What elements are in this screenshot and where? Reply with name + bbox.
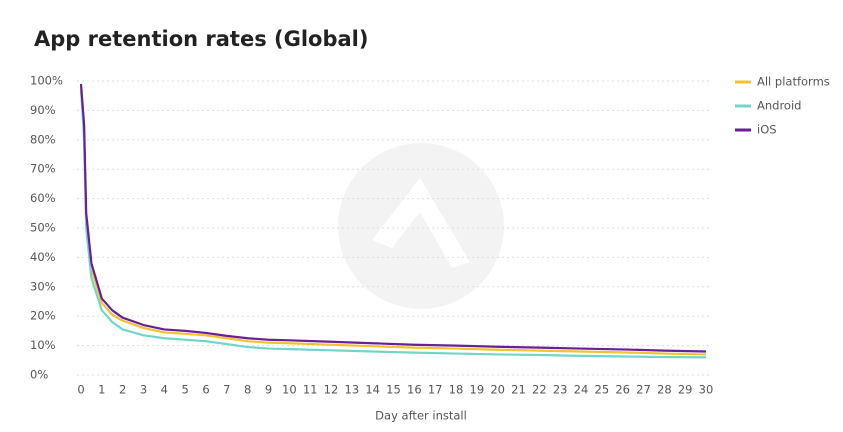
x-tick-label: 17 (428, 383, 443, 397)
x-tick-label: 11 (303, 383, 318, 397)
line (79, 89, 707, 359)
y-tick-label: 40% (30, 250, 56, 264)
x-tick-label: 15 (386, 383, 401, 397)
x-tick-label: 2 (119, 383, 126, 397)
x-tick-label: 5 (182, 383, 189, 397)
x-tick-label: 14 (365, 383, 380, 397)
x-tick-label: 6 (202, 383, 209, 397)
x-tick-label: 0 (77, 383, 84, 397)
y-tick-label: 0% (30, 368, 48, 382)
x-tick-label: 21 (511, 383, 526, 397)
x-tick-label: 30 (699, 383, 714, 397)
watermark (338, 143, 504, 309)
x-tick-label: 23 (553, 383, 568, 397)
y-tick-label: 70% (30, 162, 56, 176)
x-tick-label: 19 (470, 383, 485, 397)
x-tick-label: 1 (98, 383, 105, 397)
y-tick-label: 20% (30, 309, 56, 323)
line (79, 86, 707, 356)
chart-title: App retention rates (Global) (34, 27, 368, 51)
x-tick-label: 16 (407, 383, 422, 397)
legend-label: Android (757, 99, 801, 113)
x-tick-label: 10 (282, 383, 297, 397)
y-tick-label: 30% (30, 279, 56, 293)
y-tick-label: 100% (30, 74, 63, 88)
x-tick-label: 7 (223, 383, 230, 397)
x-tick-label: 3 (140, 383, 147, 397)
y-tick-label: 80% (30, 132, 56, 146)
x-tick-label: 20 (490, 383, 505, 397)
x-tick-label: 12 (324, 383, 339, 397)
y-tick-label: 60% (30, 191, 56, 205)
x-tick-label: 24 (574, 383, 589, 397)
x-tick-label: 26 (615, 383, 630, 397)
x-tick-label: 28 (657, 383, 672, 397)
legend-label: iOS (757, 123, 777, 137)
x-tick-label: 25 (595, 383, 610, 397)
x-tick-label: 18 (449, 383, 464, 397)
x-tick-label: 8 (244, 383, 251, 397)
x-tick-label: 22 (532, 383, 547, 397)
y-tick-label: 50% (30, 221, 56, 235)
x-tick-label: 13 (345, 383, 360, 397)
x-axis-label: Day after install (375, 409, 467, 423)
legend-label: All platforms (757, 75, 830, 89)
x-tick-label: 27 (636, 383, 651, 397)
line (79, 83, 707, 353)
x-tick-label: 29 (678, 383, 693, 397)
x-tick-label: 4 (161, 383, 168, 397)
y-tick-label: 10% (30, 338, 56, 352)
x-tick-label: 9 (265, 383, 272, 397)
y-tick-label: 90% (30, 103, 56, 117)
